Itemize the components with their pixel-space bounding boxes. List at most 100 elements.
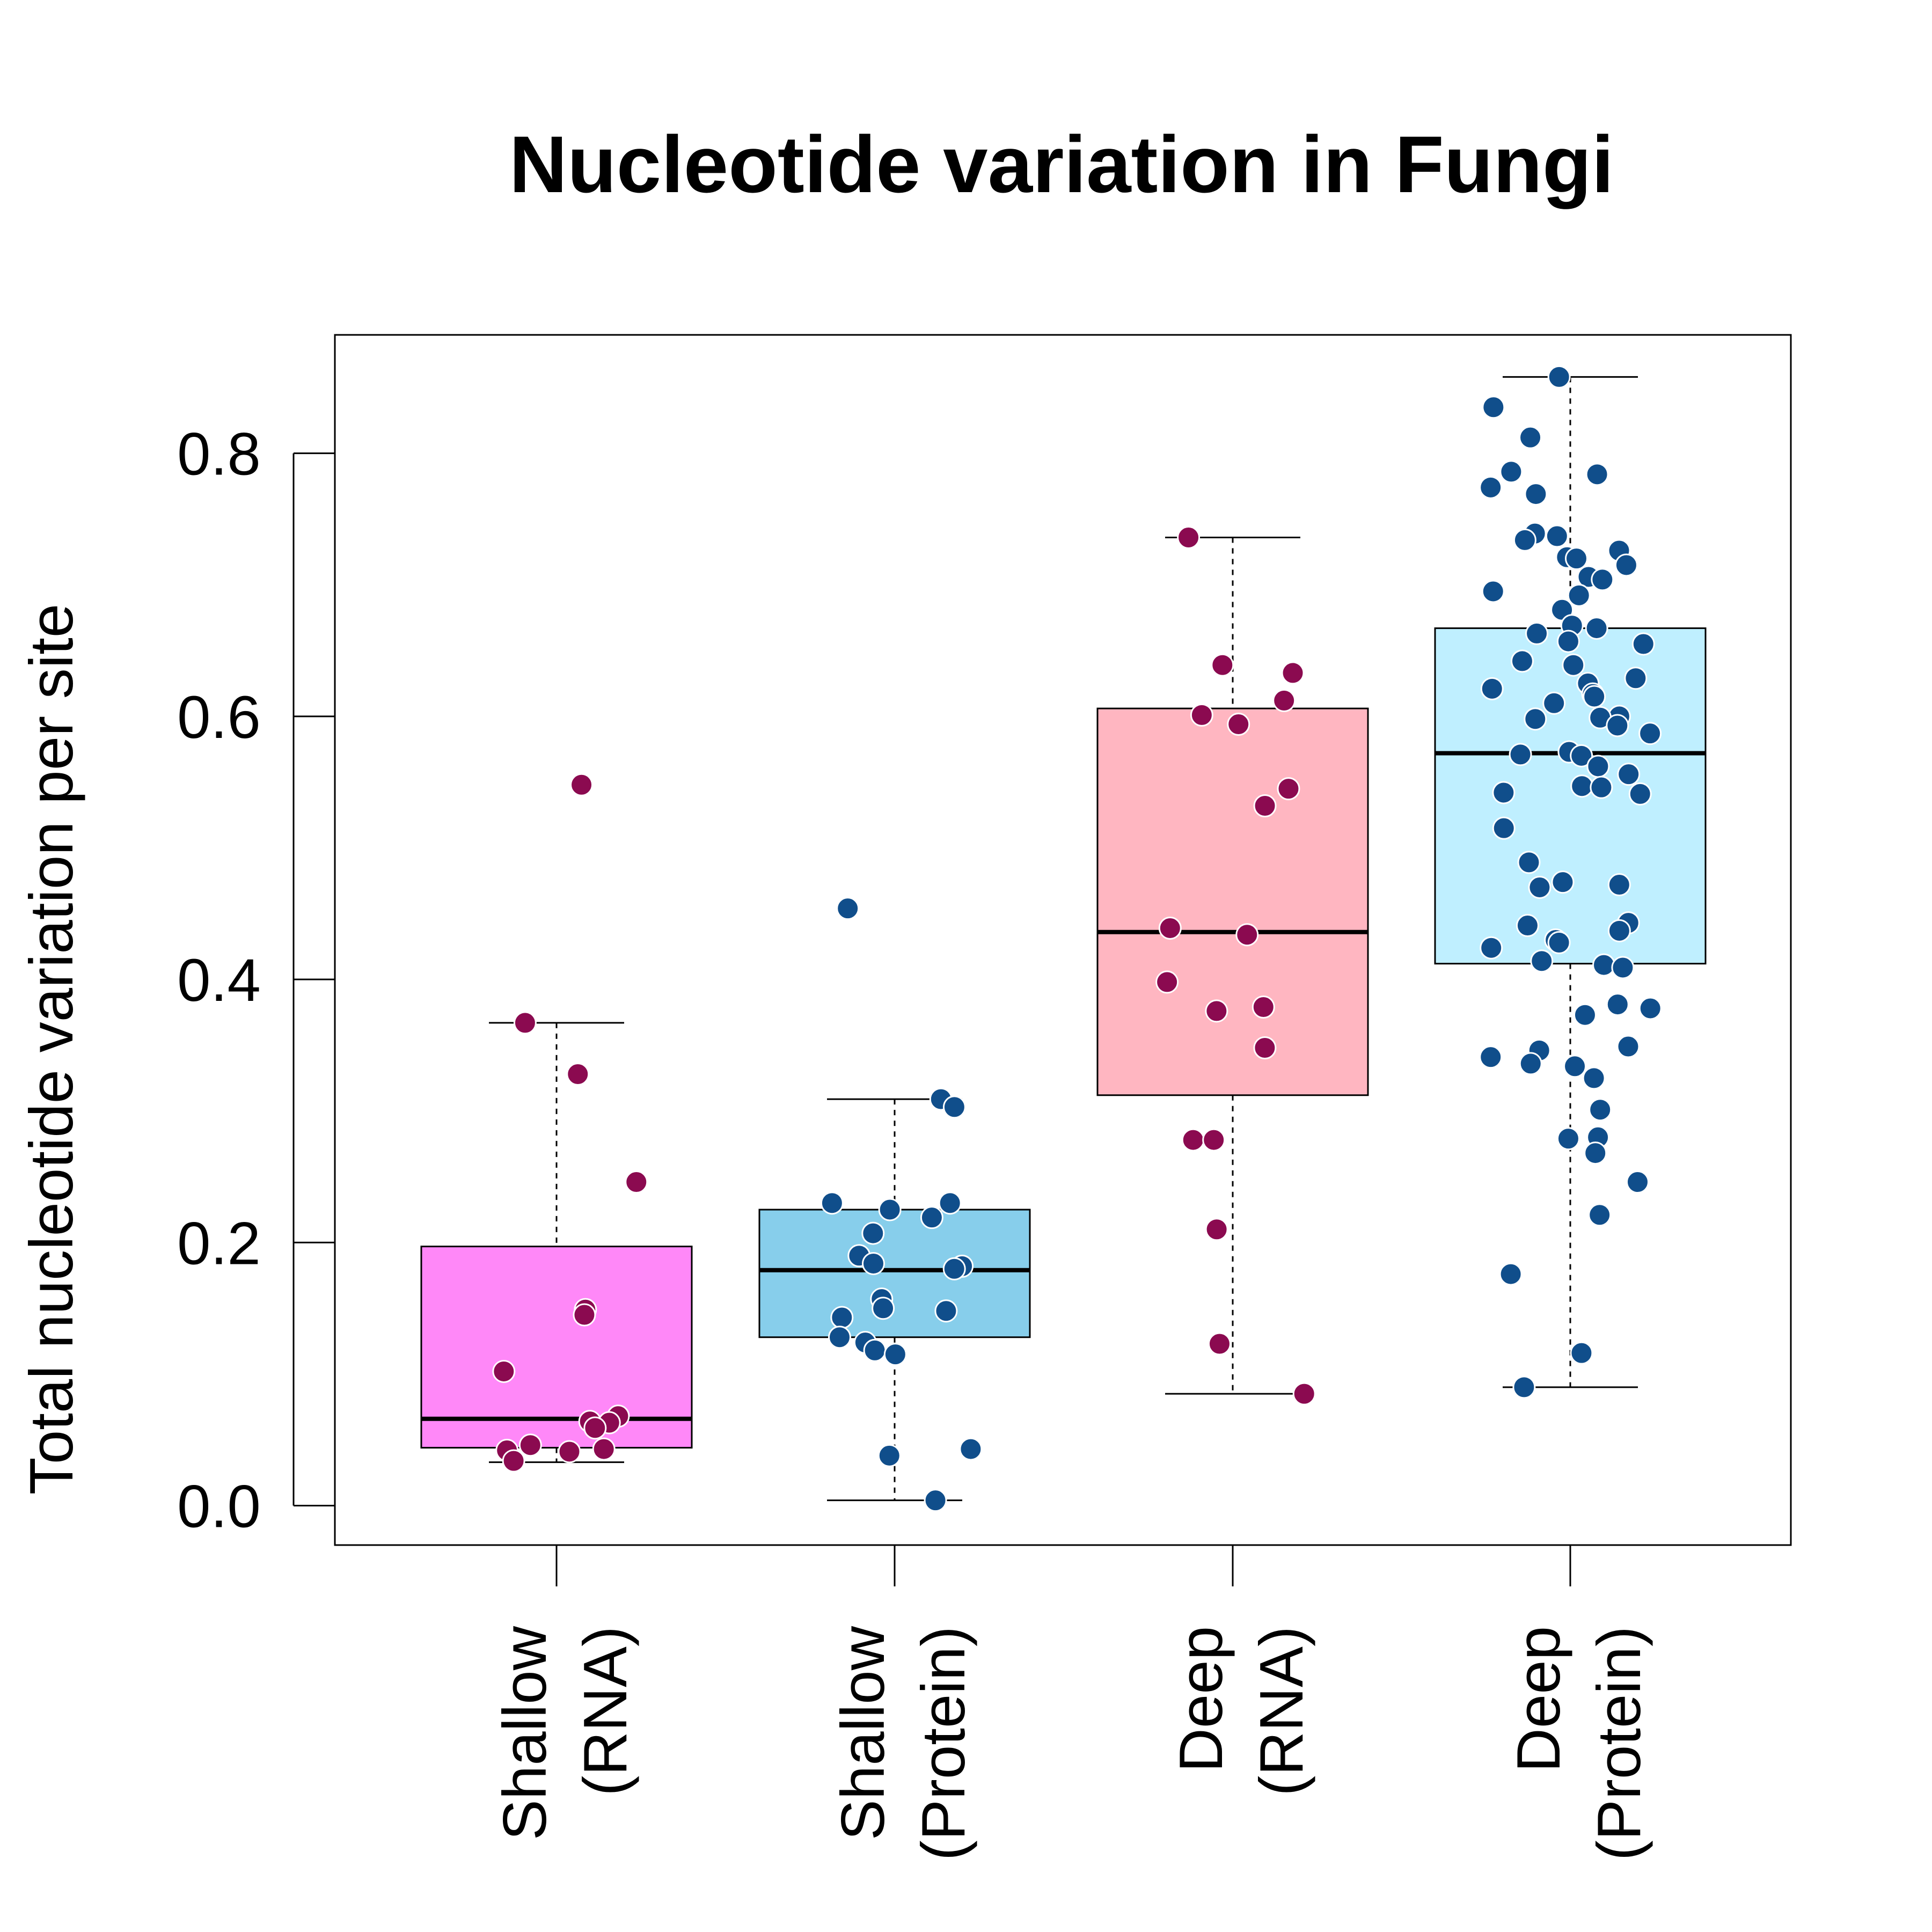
data-point [1235, 923, 1259, 947]
data-point [942, 1095, 966, 1119]
data-point [1480, 936, 1503, 960]
data-point [1542, 691, 1566, 715]
data-point [863, 1338, 887, 1362]
data-point [1479, 475, 1503, 499]
data-point [1556, 630, 1580, 653]
data-point [1606, 993, 1629, 1016]
data-point [942, 1257, 966, 1280]
y-tick-label: 0.8 [177, 421, 261, 488]
data-point [1591, 568, 1614, 591]
x-tick-label: (RNA) [572, 1626, 640, 1796]
data-point [1482, 396, 1505, 419]
data-point [1492, 781, 1516, 804]
data-point [1211, 653, 1234, 677]
y-tick-label: 0.4 [177, 947, 261, 1014]
x-tick-label: Deep [1167, 1626, 1235, 1773]
data-point [1624, 667, 1648, 690]
data-point [1519, 1052, 1542, 1075]
data-point [1177, 525, 1201, 549]
data-point [1573, 1003, 1597, 1027]
data-point [1530, 949, 1554, 973]
data-point [1616, 1035, 1640, 1058]
box-group [1096, 536, 1369, 1395]
data-point [1208, 1332, 1231, 1356]
y-tick-label: 0.0 [177, 1473, 261, 1540]
data-point [1281, 661, 1305, 685]
data-point [1158, 916, 1182, 940]
data-point [1551, 870, 1575, 894]
data-point [1525, 621, 1549, 645]
x-tick-label: (Protein) [910, 1626, 978, 1861]
data-point [1564, 547, 1588, 570]
data-point [1586, 755, 1610, 778]
data-point [1583, 685, 1606, 708]
x-tick-label: Shallow [829, 1626, 897, 1840]
data-point [1570, 774, 1594, 798]
data-point [1492, 816, 1516, 840]
data-point [1252, 996, 1275, 1019]
data-point [878, 1198, 902, 1221]
data-point [820, 1191, 844, 1215]
data-point [1524, 707, 1547, 731]
data-point [1277, 777, 1300, 801]
data-point [836, 897, 860, 920]
data-point [1480, 677, 1504, 700]
x-axis: Shallow (RNA) Shallow (Protein) Deep (RNA) Dee… [491, 1544, 1653, 1861]
data-point [1584, 1141, 1607, 1165]
data-point [1519, 426, 1542, 449]
data-point [518, 1433, 542, 1457]
data-point [1590, 775, 1613, 799]
data-point [1481, 580, 1505, 603]
x-tick-label: (Protein) [1585, 1626, 1653, 1861]
data-point [959, 1437, 983, 1461]
data-point [1545, 524, 1569, 548]
data-point [872, 1297, 895, 1320]
data-point [566, 1063, 590, 1086]
data-point [830, 1306, 854, 1329]
data-point [1589, 1098, 1612, 1122]
data-point [625, 1170, 648, 1194]
data-point [1547, 931, 1571, 954]
boxes-layer [420, 376, 1707, 1502]
data-point [1190, 703, 1213, 727]
data-point [883, 1343, 907, 1366]
y-tick-label: 0.2 [177, 1210, 261, 1277]
data-point [1585, 617, 1608, 640]
x-tick-label: Shallow [491, 1626, 559, 1840]
box-group [420, 1022, 693, 1463]
x-tick-label: Deep [1505, 1626, 1573, 1773]
data-point [1588, 1203, 1612, 1227]
data-point [1582, 1066, 1606, 1090]
data-point [1556, 1127, 1580, 1151]
data-point [1570, 744, 1593, 767]
data-point [583, 1416, 607, 1440]
data-point [1617, 763, 1641, 786]
data-point [924, 1489, 947, 1512]
data-point [1638, 722, 1662, 745]
box-group [1434, 376, 1707, 1388]
data-point [934, 1299, 958, 1323]
data-point [592, 1437, 616, 1461]
y-axis: 0.0 0.2 0.4 0.6 0.8 [177, 421, 335, 1540]
data-point [1562, 653, 1585, 677]
data-point [1626, 1170, 1649, 1194]
x-tick-label: (RNA) [1248, 1626, 1316, 1796]
y-tick-label: 0.6 [177, 684, 261, 751]
data-point [1227, 713, 1250, 736]
data-point [1570, 1341, 1593, 1365]
data-point [920, 1206, 943, 1230]
data-point [558, 1440, 581, 1463]
data-point [1205, 1218, 1228, 1241]
data-point [1205, 999, 1228, 1023]
box-rect [1434, 627, 1707, 965]
data-point [861, 1221, 885, 1245]
data-point [1292, 1382, 1316, 1406]
data-point [1614, 553, 1638, 577]
data-point [1631, 632, 1655, 656]
data-point [1155, 970, 1179, 994]
data-point [1181, 1128, 1205, 1152]
data-point [570, 773, 594, 796]
data-point [1547, 365, 1571, 389]
data-point [1253, 1036, 1277, 1059]
